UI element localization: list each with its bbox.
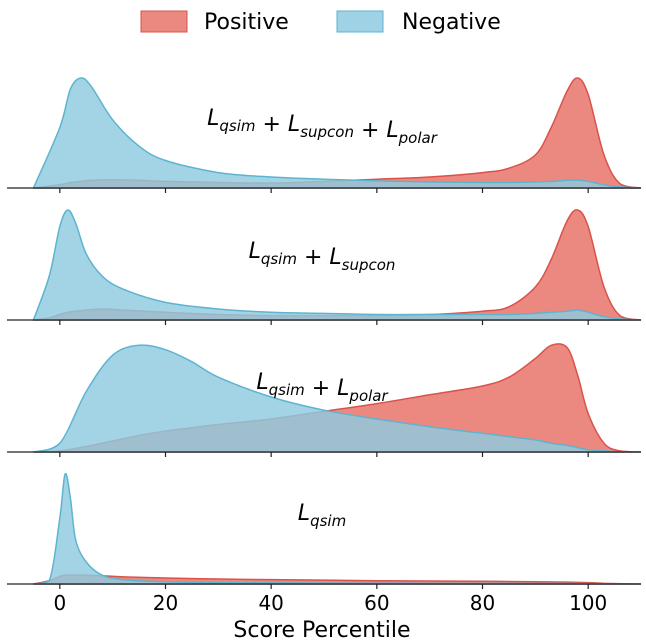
panel-1: Lqsim + Lsupcon + Lpolar bbox=[7, 77, 642, 193]
x-axis-title: Score Percentile bbox=[233, 618, 410, 643]
density-negative-panel-3 bbox=[33, 344, 641, 453]
x-axis: 0 20 40 60 80 100 bbox=[53, 591, 607, 615]
panel-title-3: Lqsim + Lpolar bbox=[256, 370, 388, 405]
legend-swatch-positive bbox=[140, 10, 188, 33]
panel-3: Lqsim + Lpolar bbox=[7, 343, 642, 457]
density-negative-panel-1 bbox=[32, 77, 642, 189]
panel-2: Lqsim + Lsupcon bbox=[7, 209, 642, 325]
x-tick-label: 60 bbox=[364, 591, 389, 615]
panel-title-2: Lqsim + Lsupcon bbox=[249, 239, 396, 274]
legend-swatch-negative bbox=[336, 10, 384, 33]
panels: Lqsim + Lsupcon + Lpolar Lqsim + Lsupcon L… bbox=[7, 77, 642, 589]
panel-title-4: Lqsim bbox=[298, 501, 346, 530]
x-tick-label: 0 bbox=[53, 591, 66, 615]
legend: Positive Negative bbox=[140, 10, 501, 35]
x-tick-label: 20 bbox=[153, 591, 178, 615]
panel-4: Lqsim bbox=[7, 472, 642, 589]
legend-label-negative: Negative bbox=[402, 10, 501, 35]
panel-title-1: Lqsim + Lsupcon + Lpolar bbox=[207, 106, 438, 147]
legend-label-positive: Positive bbox=[204, 10, 289, 35]
x-tick-label: 100 bbox=[569, 591, 607, 615]
x-tick-label: 80 bbox=[470, 591, 495, 615]
density-negative-panel-2 bbox=[32, 209, 642, 321]
x-tick-label: 40 bbox=[258, 591, 283, 615]
